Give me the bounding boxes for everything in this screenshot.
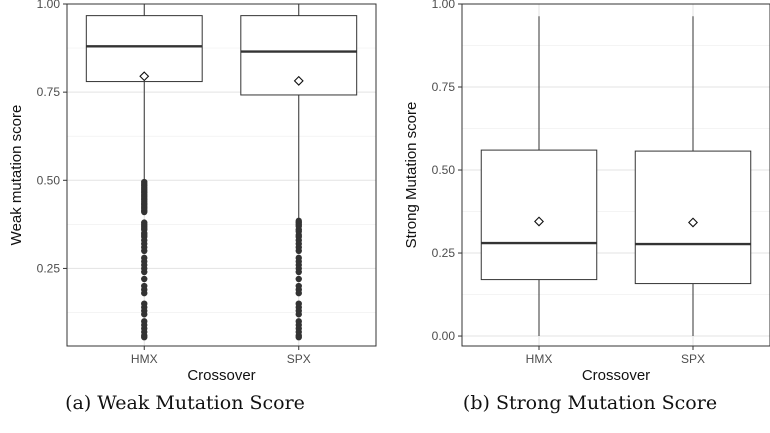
weak-mutation-boxplot-panel: 0.25 0.50 0.75 1.00 HMX SPX Crossover Weak muta… [8,0,376,384]
y-tick-label: 0.50 [37,173,61,187]
outlier-point [296,311,302,317]
y-tick-label: 0.00 [432,329,456,343]
outlier-point [141,276,147,282]
outlier-point [141,248,147,254]
y-axis-title: Strong Mutation score [403,102,420,249]
y-tick-label: 1.00 [37,0,61,11]
outlier-point [141,269,147,275]
outlier-point [296,276,302,282]
x-axis-title: Crossover [187,367,255,384]
outlier-point [141,311,147,317]
caption-strong-mutation: (b) Strong Mutation Score [440,392,740,414]
interquartile-box [635,151,751,283]
y-tick-label: 0.75 [37,85,61,99]
caption-weak-mutation: (a) Weak Mutation Score [50,392,320,414]
outlier-point [141,334,147,340]
x-tick-label: SPX [287,352,311,366]
interquartile-box [481,150,597,279]
x-axis-title: Crossover [582,367,650,384]
outlier-point [141,290,147,296]
y-tick-label: 0.25 [432,246,456,260]
x-tick-label: HMX [131,352,158,366]
outlier-point [141,209,147,215]
y-axis-title: Weak mutation score [8,105,25,246]
outlier-point [296,334,302,340]
strong-mutation-boxplot-panel: 0.00 0.25 0.50 0.75 1.00 HMX SPX Crossover Stron… [403,0,770,384]
x-tick-label: HMX [526,352,553,366]
y-tick-label: 0.25 [37,261,61,275]
x-tick-label: SPX [681,352,705,366]
outlier-point [296,248,302,254]
outlier-point [296,269,302,275]
y-tick-label: 0.75 [432,80,456,94]
y-tick-label: 0.50 [432,163,456,177]
y-tick-label: 1.00 [432,0,456,11]
outlier-point [296,290,302,296]
